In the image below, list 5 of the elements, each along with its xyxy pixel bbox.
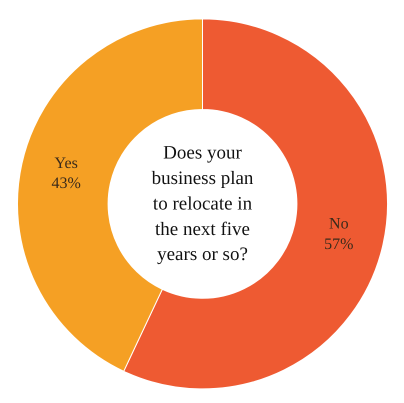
data-label: 57% — [324, 236, 354, 253]
text: Does your business plan to relocate in the next five years or so? — [152, 142, 254, 266]
slice-label: Yes — [54, 154, 78, 172]
data-label: 43% — [52, 175, 81, 192]
slice-label: No — [329, 216, 349, 233]
